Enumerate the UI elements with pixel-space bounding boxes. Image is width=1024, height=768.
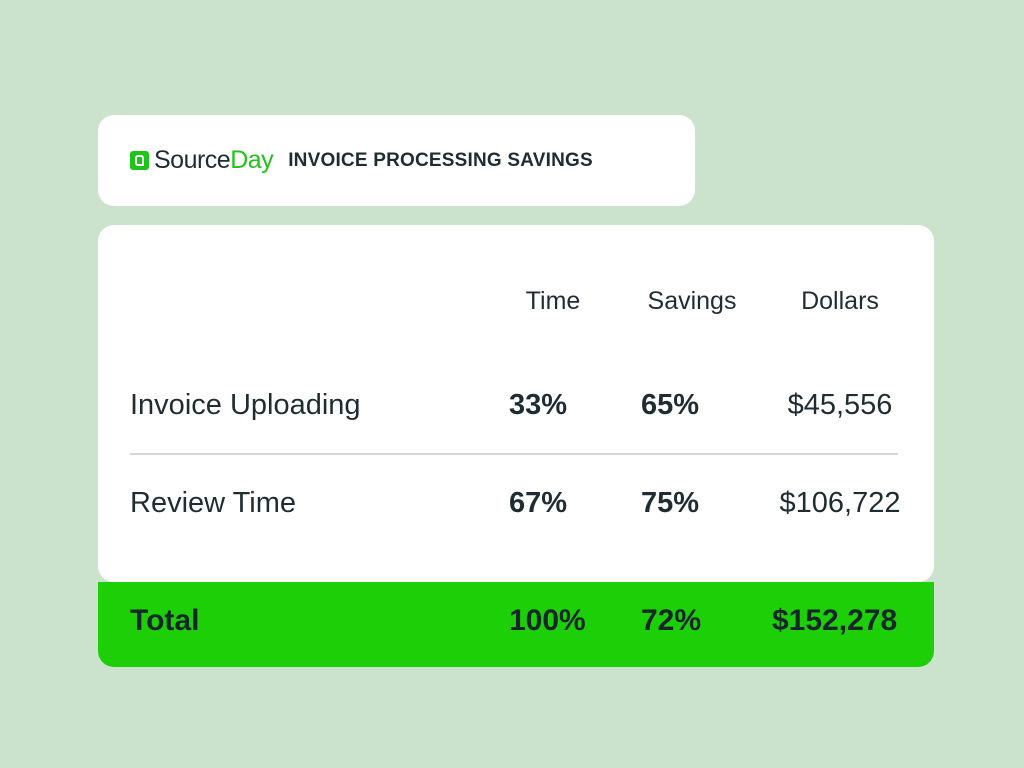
column-header-dollars: Dollars (801, 287, 879, 315)
savings-table-card (98, 225, 934, 582)
header-card: SourceDay INVOICE PROCESSING SAVINGS (98, 115, 695, 206)
sourceday-logo: SourceDay (130, 146, 274, 174)
column-header-savings: Savings (647, 287, 737, 315)
total-label: Total (130, 604, 200, 637)
row-review-time-savings: 75% (641, 487, 700, 519)
total-dollars: $152,278 (772, 604, 898, 637)
column-header-time: Time (525, 287, 581, 315)
row-label-invoice-uploading: Invoice Uploading (130, 389, 361, 421)
row-invoice-uploading-dollars: $45,556 (787, 389, 893, 421)
logo-wordmark-source: Source (154, 146, 231, 174)
row-divider (130, 453, 898, 455)
logo-wordmark-day: Day (230, 146, 274, 174)
total-time: 100% (509, 604, 586, 637)
total-row-bar (98, 582, 934, 667)
sourceday-logo-icon (130, 151, 149, 170)
page-title: INVOICE PROCESSING SAVINGS (288, 149, 593, 171)
row-invoice-uploading-time: 33% (509, 389, 568, 421)
logo-wordmark: SourceDay (154, 146, 274, 174)
row-label-review-time: Review Time (130, 487, 296, 519)
row-invoice-uploading-savings: 65% (641, 389, 700, 421)
row-review-time-dollars: $106,722 (779, 487, 901, 519)
row-review-time-time: 67% (509, 487, 568, 519)
total-savings: 72% (641, 604, 702, 637)
